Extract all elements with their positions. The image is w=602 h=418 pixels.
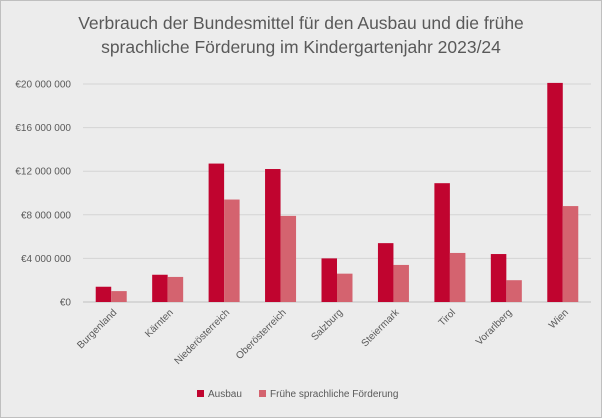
bar-sprachfoerderung-4 (337, 273, 353, 302)
legend-swatch-0 (197, 390, 204, 397)
bar-sprachfoerderung-6 (449, 252, 466, 302)
chart-title-line-1: Verbrauch der Bundesmittel für den Ausba… (78, 13, 524, 33)
bar-sprachfoerderung-1 (167, 276, 184, 302)
x-category-label: Tirol (437, 307, 458, 328)
legend-label-0: Ausbau (208, 389, 242, 400)
y-tick-label: €20 000 000 (15, 80, 71, 91)
bar-ausbau-3 (265, 169, 281, 302)
bar-sprachfoerderung-8 (562, 206, 579, 302)
y-tick-label: €12 000 000 (15, 167, 71, 178)
bar-ausbau-8 (547, 82, 563, 302)
bar-ausbau-7 (490, 254, 507, 302)
bar-ausbau-4 (321, 258, 337, 302)
bar-ausbau-6 (434, 183, 450, 302)
legend: Ausbau Frühe sprachliche Förderung (197, 389, 398, 400)
bar-sprachfoerderung-2 (224, 199, 240, 302)
x-category-label: Burgenland (75, 307, 119, 351)
chart-title: Verbrauch der Bundesmittel für den Ausba… (78, 13, 524, 57)
legend-label-1: Frühe sprachliche Förderung (270, 389, 398, 400)
bars (95, 82, 579, 302)
x-category-label: Salzburg (309, 307, 345, 343)
bar-sprachfoerderung-0 (111, 291, 127, 302)
x-category-label: Steiermark (360, 307, 403, 350)
x-category-label: Niederösterreich (173, 307, 233, 367)
legend-swatch-1 (259, 390, 266, 397)
bar-ausbau-0 (95, 286, 112, 302)
chart-title-line-2: sprachliche Förderung im Kindergartenjah… (101, 37, 501, 57)
bar-ausbau-1 (152, 274, 168, 302)
x-category-label: Kärnten (143, 307, 176, 340)
x-category-label: Oberösterreich (234, 307, 289, 362)
bar-sprachfoerderung-3 (280, 215, 297, 302)
bar-ausbau-2 (208, 163, 225, 302)
bar-sprachfoerderung-5 (393, 264, 409, 302)
x-category-label: Vorarlberg (474, 307, 514, 347)
y-tick-label: €0 (60, 298, 72, 309)
y-tick-label: €8 000 000 (21, 210, 71, 221)
x-category-label: Wien (547, 307, 571, 331)
y-axis-tick-labels: €0 €4 000 000 €8 000 000 €12 000 000 €16 000… (15, 80, 71, 309)
bar-sprachfoerderung-7 (506, 280, 522, 302)
y-tick-label: €4 000 000 (21, 254, 71, 265)
bar-ausbau-5 (377, 243, 394, 302)
y-tick-label: €16 000 000 (15, 123, 71, 134)
